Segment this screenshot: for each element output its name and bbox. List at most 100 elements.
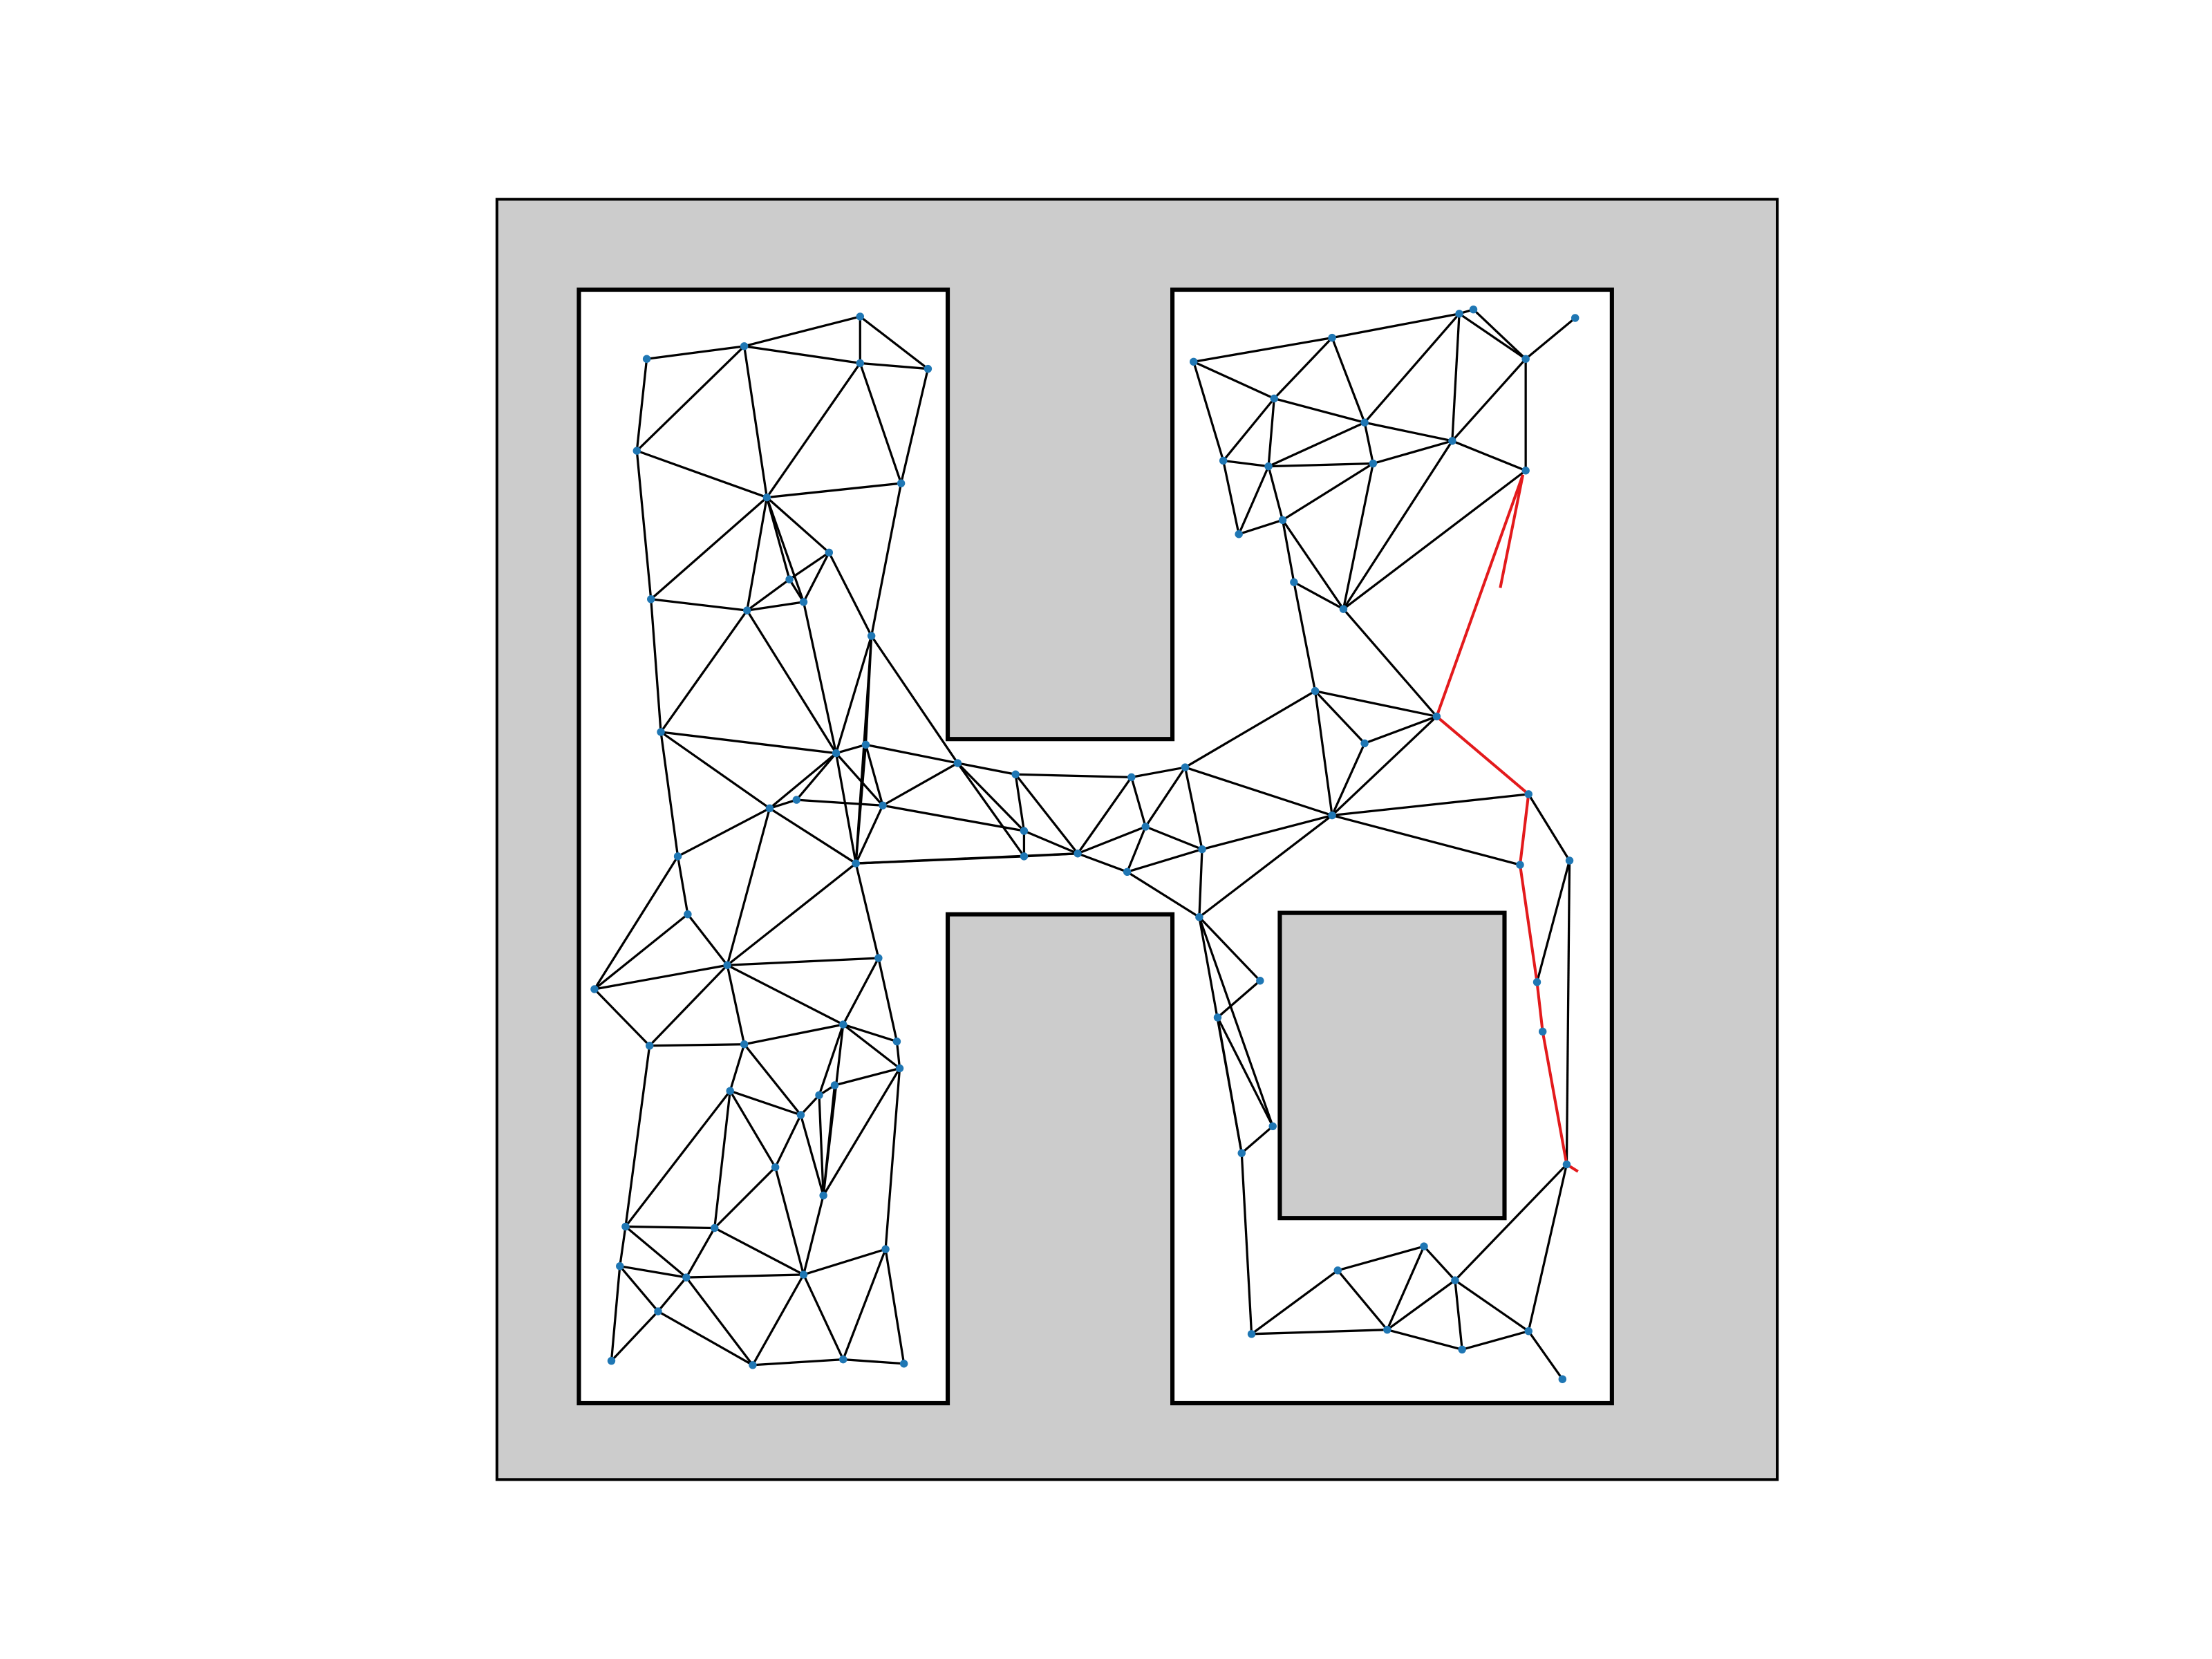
roadmap-edge	[676, 856, 689, 915]
roadmap-edge	[1198, 916, 1262, 982]
roadmap-edge	[1331, 312, 1460, 339]
roadmap-edge	[1201, 814, 1333, 851]
roadmap-edge	[788, 579, 805, 603]
roadmap-edge	[1273, 397, 1365, 424]
roadmap-edge	[765, 497, 805, 603]
roadmap-edge	[799, 1114, 825, 1196]
roadmap-edge	[1342, 463, 1374, 610]
roadmap-edge	[834, 753, 857, 864]
roadmap-edge	[766, 496, 830, 554]
roadmap-node	[1328, 333, 1336, 342]
roadmap-node	[924, 364, 932, 373]
roadmap-node	[830, 1081, 839, 1089]
roadmap-node	[874, 954, 883, 962]
roadmap-edge	[657, 1310, 753, 1367]
roadmap-edge	[1331, 742, 1366, 816]
roadmap-edge	[1198, 814, 1333, 919]
roadmap-node	[895, 1064, 904, 1073]
roadmap-node	[1074, 850, 1082, 858]
roadmap-edge	[660, 731, 836, 755]
roadmap-node	[1339, 605, 1348, 613]
roadmap-node	[1020, 827, 1029, 835]
roadmap-edge	[895, 1041, 901, 1069]
roadmap-node	[1369, 459, 1378, 468]
roadmap-edge	[1472, 308, 1527, 360]
roadmap-edge	[1342, 469, 1527, 610]
roadmap-node	[1198, 845, 1206, 854]
roadmap-node	[1383, 1325, 1391, 1334]
roadmap-edge	[1451, 313, 1461, 441]
roadmap-node	[839, 1355, 847, 1364]
roadmap-edge	[1364, 421, 1453, 442]
roadmap-edge	[1222, 460, 1240, 535]
roadmap-edge	[870, 482, 903, 637]
roadmap-edge	[1364, 715, 1437, 744]
roadmap-node	[682, 1273, 691, 1282]
roadmap-edge	[818, 1024, 845, 1096]
roadmap-edge	[796, 798, 883, 807]
roadmap-edge	[1454, 1279, 1530, 1333]
roadmap-edge	[796, 752, 837, 801]
roadmap-edge	[957, 762, 1016, 776]
roadmap-edge	[1222, 397, 1275, 462]
roadmap-edge	[1461, 1330, 1529, 1351]
roadmap-edge	[1216, 1017, 1243, 1154]
roadmap-edge	[1342, 608, 1438, 718]
roadmap-node	[1524, 1327, 1533, 1335]
roadmap-edge	[743, 1043, 802, 1116]
roadmap-edge	[1331, 715, 1438, 816]
roadmap-edges	[593, 308, 1576, 1380]
roadmap-node	[1290, 578, 1298, 586]
roadmap-edge	[686, 913, 729, 966]
roadmap-edge	[822, 1067, 901, 1197]
roadmap-edge	[752, 1358, 843, 1367]
roadmap-node	[1020, 852, 1029, 861]
roadmap-node	[1562, 1160, 1571, 1169]
roadmap-edge	[1386, 1246, 1425, 1331]
roadmap-edge	[747, 601, 804, 612]
roadmap-edge	[636, 449, 767, 499]
roadmap-node	[1123, 868, 1132, 877]
roadmap-edge	[1293, 581, 1317, 691]
roadmap-edge	[1313, 691, 1333, 816]
roadmap-edge	[625, 1225, 715, 1230]
roadmap-edge	[624, 1226, 687, 1279]
roadmap-edge	[648, 964, 729, 1047]
roadmap-node	[1448, 437, 1456, 445]
roadmap-node	[1213, 1013, 1222, 1022]
roadmap-edge	[834, 1067, 900, 1087]
roadmap-edge	[766, 362, 861, 498]
roadmap-edge	[650, 496, 768, 601]
roadmap-edge	[882, 762, 959, 807]
roadmap-edge	[957, 762, 1025, 857]
roadmap-edge	[1363, 422, 1374, 464]
roadmap-edge	[619, 1226, 627, 1266]
roadmap-edge	[822, 1085, 836, 1196]
roadmap-edge	[1527, 1330, 1564, 1380]
roadmap-node	[1235, 530, 1243, 538]
roadmap-node	[1432, 712, 1441, 721]
roadmap-node	[711, 1224, 719, 1232]
roadmap-node	[832, 749, 841, 758]
roadmap-edge	[751, 1274, 805, 1366]
roadmap-node	[771, 1163, 780, 1172]
roadmap-node	[819, 1191, 827, 1200]
roadmap-edge	[1535, 860, 1571, 983]
roadmap-node	[1247, 1330, 1256, 1338]
roadmap-edge	[1565, 860, 1571, 1165]
roadmap-edge	[789, 551, 830, 581]
roadmap-node	[1141, 823, 1150, 831]
roadmap-node	[642, 355, 651, 363]
roadmap-edge	[729, 1090, 777, 1168]
roadmap-node	[785, 575, 794, 583]
roadmap-edge	[726, 964, 746, 1045]
roadmap-edge	[659, 731, 679, 857]
roadmap-edge	[1331, 814, 1521, 866]
roadmap-edge	[1076, 776, 1133, 854]
roadmap-node	[1011, 770, 1020, 778]
roadmap-edge	[1023, 830, 1078, 855]
roadmap-nodes	[590, 305, 1580, 1383]
roadmap-node	[1256, 977, 1264, 985]
roadmap-node	[825, 548, 834, 557]
roadmap-edge	[1014, 774, 1026, 832]
